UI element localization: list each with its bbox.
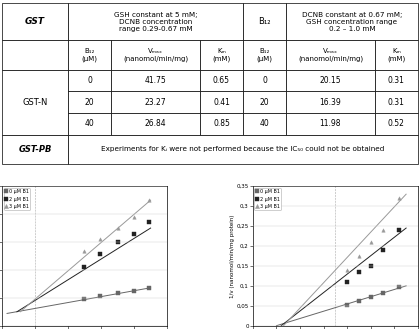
Bar — [375, 70, 418, 91]
Text: 0: 0 — [87, 76, 92, 85]
Text: B₁₂: B₁₂ — [258, 17, 271, 26]
Bar — [68, 3, 243, 40]
Text: 0.85: 0.85 — [213, 119, 230, 128]
Bar — [375, 113, 418, 135]
Text: 0: 0 — [262, 76, 267, 85]
Text: 0.31: 0.31 — [388, 76, 405, 85]
Bar — [243, 40, 286, 70]
Text: 20: 20 — [260, 98, 269, 107]
Text: DCNB constant at 0.67 mM;
GSH concentration range
0.2 – 1.0 mM: DCNB constant at 0.67 mM; GSH concentrat… — [302, 12, 402, 32]
Text: 11.98: 11.98 — [320, 119, 341, 128]
Bar — [68, 91, 111, 113]
Bar — [286, 3, 418, 40]
Text: Kₘ
(mM): Kₘ (mM) — [213, 48, 231, 62]
Text: Experiments for Kᵢ were not performed because the IC₅₀ could not be obtained: Experiments for Kᵢ were not performed be… — [101, 146, 385, 152]
Text: Vₘₐₓ
(nanomol/min/mg): Vₘₐₓ (nanomol/min/mg) — [298, 48, 363, 62]
Text: 23.27: 23.27 — [145, 98, 166, 107]
Text: B₁₂
(μM): B₁₂ (μM) — [81, 48, 97, 62]
Bar — [111, 70, 200, 91]
Bar — [286, 113, 375, 135]
Y-axis label: 1/v (nanomol/min/mg protein): 1/v (nanomol/min/mg protein) — [230, 214, 235, 298]
Text: Kₘ
(mM): Kₘ (mM) — [387, 48, 406, 62]
Text: 0.31: 0.31 — [388, 98, 405, 107]
Text: 40: 40 — [85, 119, 94, 128]
Bar — [243, 113, 286, 135]
Legend: 0 μM B1, 2 μM B1, 3 μM B1: 0 μM B1, 2 μM B1, 3 μM B1 — [3, 188, 30, 211]
Text: Vₘₐₓ
(nanomol/min/mg): Vₘₐₓ (nanomol/min/mg) — [123, 48, 188, 62]
Text: 41.75: 41.75 — [144, 76, 166, 85]
Text: 0.52: 0.52 — [388, 119, 405, 128]
Text: 20: 20 — [85, 98, 94, 107]
Bar — [68, 40, 111, 70]
Text: 0.41: 0.41 — [213, 98, 230, 107]
Bar — [243, 91, 286, 113]
Bar — [68, 113, 111, 135]
Bar — [286, 40, 375, 70]
Bar — [111, 91, 200, 113]
Legend: 0 μM B1, 2 μM B1, 3 μM B1: 0 μM B1, 2 μM B1, 3 μM B1 — [255, 188, 281, 211]
Bar — [200, 40, 243, 70]
Bar — [111, 113, 200, 135]
Bar — [111, 40, 200, 70]
Text: B₁₂
(μM): B₁₂ (μM) — [257, 48, 273, 62]
Bar — [375, 91, 418, 113]
Text: GST-PB: GST-PB — [18, 145, 52, 154]
Bar — [243, 70, 286, 91]
Text: 20.15: 20.15 — [320, 76, 341, 85]
Bar — [2, 3, 68, 40]
Text: 16.39: 16.39 — [320, 98, 341, 107]
Bar — [200, 113, 243, 135]
Bar — [2, 40, 68, 70]
Bar — [375, 40, 418, 70]
Bar — [286, 91, 375, 113]
Bar — [2, 70, 68, 135]
Text: 26.84: 26.84 — [145, 119, 166, 128]
Text: GSH constant at 5 mM;
DCNB concentration
range 0.29-0.67 mM: GSH constant at 5 mM; DCNB concentration… — [114, 12, 197, 32]
Bar — [68, 135, 418, 164]
Bar — [68, 70, 111, 91]
Bar — [200, 70, 243, 91]
Bar — [200, 91, 243, 113]
Bar — [243, 3, 286, 40]
Text: 0.65: 0.65 — [213, 76, 230, 85]
Bar — [2, 135, 68, 164]
Text: 40: 40 — [260, 119, 269, 128]
Text: GST: GST — [25, 17, 45, 26]
Bar — [286, 70, 375, 91]
Text: GST-N: GST-N — [22, 98, 48, 107]
